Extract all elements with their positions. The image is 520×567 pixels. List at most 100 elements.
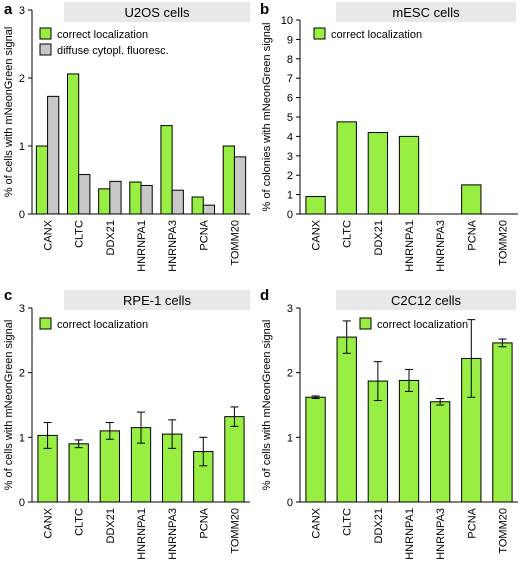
x-tick-label: CANX [43, 507, 55, 538]
x-tick-label: TOMM20 [229, 508, 241, 554]
bar-a-ddx21-s0 [98, 188, 111, 215]
x-tick-label: HNRNPA3 [435, 220, 447, 272]
chart-panel-b: b mESC cells 0 1 2 3 4 5 6 7 8 9 10 % of colonies wit… [260, 1, 518, 272]
x-tick-label: CANX [311, 507, 323, 538]
bar-a-canx-s1 [47, 95, 60, 215]
bar-d-hnrnpa1-s0 [398, 379, 420, 503]
y-tick-label: 1 [19, 141, 25, 153]
x-tick-label: PCNA [466, 507, 478, 538]
y-tick-label: 1 [287, 432, 293, 444]
x-tick-label: CANX [311, 219, 323, 250]
panel-title-box [64, 290, 250, 310]
x-tick-label: CLTC [342, 508, 354, 536]
x-tick-label: DDX21 [373, 508, 385, 543]
bar-d-cltc-s0 [336, 336, 357, 503]
x-tick-label: DDX21 [105, 508, 117, 543]
bar-c-ddx21-s0 [99, 430, 121, 503]
chart-panel-a: a U2OS cells 0 1 2 3 % of cells with mNeonGree… [3, 1, 250, 272]
panel-letter: b [260, 1, 269, 18]
y-axis-label: % of colonies with mNeonGreen signal [261, 23, 273, 212]
x-tick-label: PCNA [198, 507, 210, 538]
bar-a-ddx21-s1 [109, 180, 122, 215]
y-tick-label: 3 [19, 5, 25, 17]
y-tick-label: 10 [281, 15, 293, 27]
bar-a-cltc-s0 [67, 73, 80, 215]
panel-letter: a [4, 1, 13, 18]
y-tick-label: 9 [287, 34, 293, 46]
bar-b-hnrnpa1-s0 [398, 135, 420, 215]
y-tick-label: 7 [287, 73, 293, 85]
legend-label: correct localization [377, 319, 468, 331]
bar-a-tomm20-s0 [222, 145, 235, 215]
x-tick-label: PCNA [466, 219, 478, 250]
bar-d-hnrnpa3-s0 [429, 401, 451, 503]
x-tick-label: CLTC [74, 220, 86, 248]
bar-b-canx-s0 [305, 196, 326, 215]
y-tick-label: 3 [287, 151, 293, 163]
x-tick-label: TOMM20 [497, 508, 509, 554]
y-axis-label: % of cells with mNeonGreen signal [3, 320, 15, 491]
x-tick-label: CLTC [74, 508, 86, 536]
panel-title: U2OS cells [124, 5, 190, 20]
y-tick-label: 3 [19, 303, 25, 315]
y-tick-label: 2 [287, 368, 293, 380]
legend-swatch [39, 27, 52, 40]
y-tick-label: 0 [287, 497, 293, 509]
legend-swatch [39, 317, 52, 330]
bar-a-hnrnpa1-s0 [129, 181, 142, 215]
x-tick-label: DDX21 [373, 220, 385, 255]
bar-a-canx-s0 [35, 145, 49, 215]
legend-swatch [359, 317, 372, 330]
bar-a-tomm20-s1 [233, 156, 247, 215]
y-tick-label: 3 [287, 303, 293, 315]
bar-d-tomm20-s0 [492, 342, 513, 503]
panel-letter: c [4, 287, 12, 304]
y-tick-label: 8 [287, 54, 293, 66]
y-tick-label: 5 [287, 112, 293, 124]
chart-panel-d: d C2C12 cells 0 1 2 3 % of cells with mNeonGre… [260, 287, 518, 560]
panel-title: C2C12 cells [391, 293, 462, 308]
bar-d-canx-s0 [305, 396, 326, 503]
x-tick-label: HNRNPA3 [167, 220, 179, 272]
x-tick-label: HNRNPA1 [404, 508, 416, 560]
bar-b-ddx21-s0 [367, 132, 389, 215]
x-tick-label: HNRNPA3 [167, 508, 179, 560]
y-tick-label: 1 [19, 432, 25, 444]
bar-a-hnrnpa3-s1 [171, 189, 184, 215]
panel-title-box [336, 290, 516, 310]
legend-label: correct localization [331, 29, 422, 41]
y-tick-label: 2 [19, 368, 25, 380]
x-tick-label: CLTC [342, 220, 354, 248]
y-tick-label: 2 [19, 73, 25, 85]
bar-c-tomm20-s0 [224, 416, 245, 503]
x-tick-label: HNRNPA1 [404, 220, 416, 272]
x-tick-label: DDX21 [105, 220, 117, 255]
y-tick-label: 0 [287, 209, 293, 221]
x-tick-label: PCNA [198, 219, 210, 250]
bar-a-pcna-s0 [191, 196, 204, 215]
y-axis-label: % of cells with mNeonGreen signal [3, 27, 15, 198]
bar-c-cltc-s0 [68, 443, 89, 503]
y-tick-label: 6 [287, 93, 293, 105]
panel-title: mESC cells [392, 5, 460, 20]
bar-b-pcna-s0 [461, 184, 482, 215]
y-tick-label: 4 [287, 131, 293, 143]
legend-swatch [39, 43, 52, 56]
x-tick-label: TOMM20 [229, 220, 241, 266]
bar-a-hnrnpa1-s1 [140, 184, 153, 215]
panel-title-box [336, 2, 516, 22]
y-axis-label: % of cells with mNeonGreen signal [261, 320, 273, 491]
bar-b-cltc-s0 [336, 121, 357, 215]
legend-swatch [313, 27, 326, 40]
chart-panel-c: c RPE-1 cells 0 1 2 3 % of cells with mNeonGre… [3, 287, 250, 560]
bar-a-hnrnpa3-s0 [160, 125, 173, 215]
x-tick-label: TOMM20 [497, 220, 509, 266]
panel-title: RPE-1 cells [123, 293, 191, 308]
x-tick-label: CANX [43, 219, 55, 250]
y-tick-label: 1 [287, 190, 293, 202]
y-tick-label: 0 [19, 497, 25, 509]
bar-a-cltc-s1 [78, 174, 91, 215]
x-tick-label: HNRNPA1 [136, 220, 148, 272]
bar-a-pcna-s1 [202, 204, 215, 215]
